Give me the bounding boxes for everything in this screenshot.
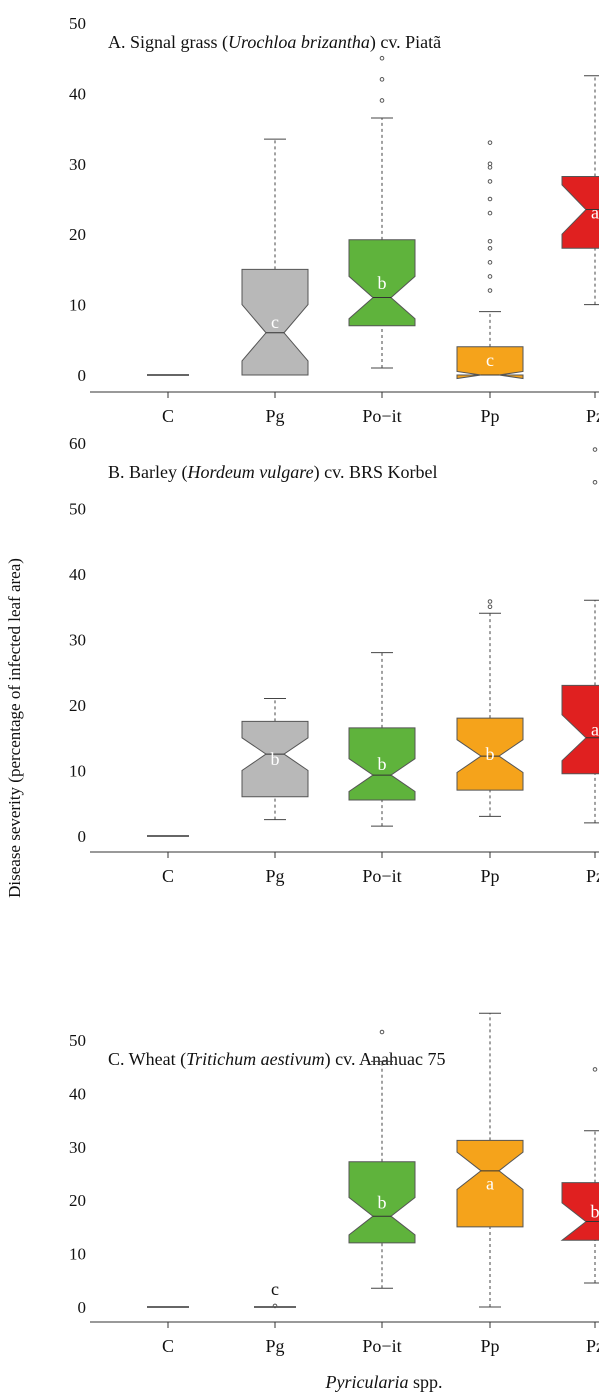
x-axis-label: Pyricularia spp.: [324, 1372, 442, 1392]
group-letter-po-it: b: [378, 754, 387, 774]
box-pg: [241, 720, 309, 798]
outlier-point: [592, 1067, 598, 1072]
y-tick-label: 20: [69, 1191, 86, 1210]
x-tick-label-c: C: [162, 866, 174, 886]
group-letter-pp: b: [486, 744, 495, 764]
y-tick-label: 0: [78, 366, 87, 385]
x-tick-label-pp: Pp: [480, 1336, 499, 1356]
outlier-point: [379, 98, 385, 103]
x-tick-label-pg: Pg: [265, 866, 284, 886]
y-tick-label: 40: [69, 1084, 86, 1103]
box-pz: [560, 1182, 599, 1241]
outlier-point: [379, 77, 385, 82]
outlier-point: [487, 274, 493, 279]
outlier-point: [487, 179, 493, 184]
outlier-point: [592, 480, 598, 485]
x-tick-label-pp: Pp: [480, 866, 499, 886]
outlier-point: [487, 604, 493, 610]
box-pg: [241, 268, 309, 376]
x-tick-label-c: C: [162, 1336, 174, 1356]
outlier-point: [487, 161, 493, 167]
y-tick-label: 20: [69, 696, 86, 715]
outlier-point: [487, 196, 493, 202]
outlier-point: [379, 1029, 385, 1035]
outlier-point: [487, 210, 493, 216]
outlier-point: [487, 260, 493, 265]
y-tick-label: 20: [69, 225, 86, 244]
y-axis-label: Disease severity (percentage of infected…: [5, 558, 24, 898]
group-letter-pg: c: [271, 312, 279, 332]
outlier-point: [379, 55, 385, 61]
box-pz: [561, 176, 599, 249]
box-pp: [456, 346, 524, 380]
outlier-point: [487, 599, 493, 604]
group-letter-pp: a: [486, 1174, 494, 1194]
y-tick-label: 0: [78, 827, 87, 846]
y-tick-label: 50: [69, 14, 86, 33]
group-letter-pz: a: [591, 202, 599, 222]
outlier-point: [487, 140, 493, 145]
group-letter-pp: c: [486, 350, 494, 370]
box-pz: [561, 684, 599, 775]
outlier-point: [487, 245, 493, 251]
y-tick-label: 0: [78, 1298, 87, 1317]
y-tick-label: 40: [69, 84, 86, 103]
y-tick-label: 10: [69, 1245, 86, 1264]
group-letter-po-it: b: [378, 273, 387, 293]
panel-a: A. Signal grass (Urochloa brizantha) cv.…: [69, 14, 599, 426]
box-po-it: [348, 239, 416, 327]
group-letter-pz: b: [591, 1201, 599, 1221]
panel-b-title: B. Barley (Hordeum vulgare) cv. BRS Korb…: [108, 462, 437, 483]
x-tick-label-po-it: Po−it: [362, 406, 401, 426]
y-tick-label: 30: [69, 631, 86, 650]
x-tick-label-pg: Pg: [265, 1336, 284, 1356]
panel-c: C. Wheat (Tritichum aestivum) cv. Anahua…: [69, 1012, 599, 1356]
box-pp: [456, 717, 524, 791]
box-po-it: [348, 1161, 416, 1244]
x-tick-label-pg: Pg: [265, 406, 284, 426]
x-tick-label-po-it: Po−it: [362, 866, 401, 886]
group-letter-pg: b: [271, 749, 280, 769]
y-tick-label: 50: [69, 500, 86, 519]
x-tick-label-c: C: [162, 406, 174, 426]
panel-b: B. Barley (Hordeum vulgare) cv. BRS Korb…: [69, 434, 599, 886]
outlier-point: [272, 1303, 278, 1309]
y-tick-label: 10: [69, 296, 86, 315]
y-tick-label: 50: [69, 1031, 86, 1050]
outlier-point: [592, 447, 598, 452]
outlier-point: [487, 238, 493, 244]
group-letter-pz: a: [591, 720, 599, 740]
y-tick-label: 60: [69, 434, 86, 453]
panel-a-title: A. Signal grass (Urochloa brizantha) cv.…: [108, 32, 441, 53]
y-tick-label: 40: [69, 565, 86, 584]
y-tick-label: 10: [69, 762, 86, 781]
x-tick-label-po-it: Po−it: [362, 1336, 401, 1356]
x-tick-label-pz: Pz: [586, 866, 599, 886]
x-tick-label-pp: Pp: [480, 406, 499, 426]
box-pp: [456, 1139, 524, 1228]
panel-c-title: C. Wheat (Tritichum aestivum) cv. Anahua…: [108, 1049, 445, 1070]
y-tick-label: 30: [69, 155, 86, 174]
x-tick-label-pz: Pz: [586, 1336, 599, 1356]
outlier-point: [487, 288, 493, 293]
group-letter-po-it: b: [378, 1192, 387, 1212]
group-letter-pg: c: [271, 1279, 279, 1299]
box-po-it: [348, 727, 416, 801]
x-tick-label-pz: Pz: [586, 406, 599, 426]
y-tick-label: 30: [69, 1138, 86, 1157]
